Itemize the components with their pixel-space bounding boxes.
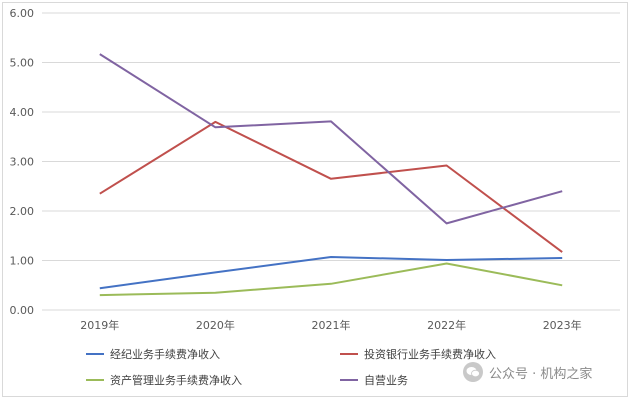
y-axis-ticks: 0.00 1.00 2.00 3.00 4.00 5.00 6.00 xyxy=(10,7,35,317)
y-tick-label: 4.00 xyxy=(10,106,35,119)
y-tick-label: 5.00 xyxy=(10,57,35,70)
series-line-0 xyxy=(99,256,563,290)
x-axis-ticks: 2019年 2020年 2021年 2022年 2023年 xyxy=(80,318,581,332)
series-line-3 xyxy=(99,53,563,225)
x-tick-label: 2021年 xyxy=(312,318,351,332)
y-tick-label: 2.00 xyxy=(10,205,35,218)
series-line-1 xyxy=(99,120,563,253)
chart-frame xyxy=(2,2,628,397)
grid-lines xyxy=(42,12,620,311)
watermark: 公众号 · 机构之家 xyxy=(463,362,592,382)
wechat-icon xyxy=(463,362,483,382)
y-tick-label: 1.00 xyxy=(10,255,35,268)
series-line-2 xyxy=(99,262,563,297)
x-tick-label: 2020年 xyxy=(196,318,235,332)
series-lines xyxy=(99,53,563,297)
y-tick-label: 3.00 xyxy=(10,156,35,169)
watermark-text: 公众号 · 机构之家 xyxy=(489,366,593,382)
x-tick-label: 2022年 xyxy=(427,318,466,332)
x-tick-label: 2023年 xyxy=(543,318,582,332)
x-tick-label: 2019年 xyxy=(80,318,119,332)
y-tick-label: 0.00 xyxy=(10,304,35,317)
y-tick-label: 6.00 xyxy=(10,7,35,20)
